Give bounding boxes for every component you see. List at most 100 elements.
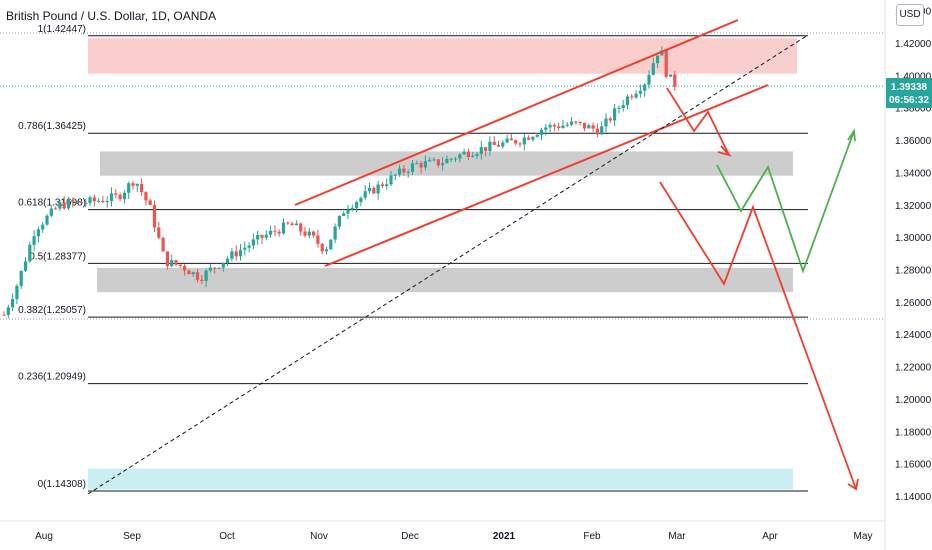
candle-body: [118, 194, 122, 200]
candle: [41, 221, 45, 234]
candle-body: [243, 247, 247, 250]
candle-body: [290, 223, 294, 226]
candle-body: [109, 193, 114, 201]
channel-upper-line: [294, 19, 739, 206]
channel-lower-line: [324, 84, 769, 267]
x-tick-label: Oct: [219, 531, 235, 542]
candle: [148, 198, 152, 206]
candle: [402, 164, 406, 176]
candle-body: [604, 118, 608, 127]
candle: [28, 241, 32, 263]
candle-body: [247, 245, 251, 248]
candle: [557, 122, 561, 131]
bar-countdown: 06:56:32: [889, 95, 929, 106]
candle-body: [634, 93, 638, 98]
y-tick-label: 1.38000: [895, 104, 932, 115]
candle: [350, 204, 354, 212]
candle-body: [436, 159, 440, 166]
candle: [638, 84, 642, 98]
candle-body: [213, 267, 217, 269]
candle: [195, 269, 200, 283]
candle-body: [552, 124, 556, 127]
x-tick-label: May: [854, 531, 873, 542]
candle: [608, 116, 612, 123]
candle-body: [6, 307, 10, 315]
candle-body: [264, 234, 268, 238]
candle-body: [574, 121, 578, 123]
candle-body: [58, 202, 62, 209]
candle-body: [333, 226, 337, 240]
candle-body: [527, 137, 531, 140]
y-tick-label: 1.32000: [895, 201, 932, 212]
projection-near-term: [666, 87, 730, 156]
y-tick-label: 1.42000: [895, 39, 932, 50]
candle-body: [544, 127, 548, 130]
candle-body: [187, 270, 191, 275]
candle: [363, 185, 367, 201]
currency-button[interactable]: USD: [896, 4, 924, 26]
candle: [324, 246, 329, 255]
candle: [484, 147, 488, 157]
candle: [668, 74, 673, 77]
candle: [264, 230, 268, 241]
candle-body: [251, 239, 255, 246]
candle-body: [49, 208, 53, 216]
candle-body: [548, 124, 552, 128]
candle-body: [673, 74, 677, 87]
candle-body: [165, 251, 169, 267]
candle: [144, 191, 148, 206]
candle: [600, 121, 604, 135]
candle: [591, 122, 595, 133]
candle: [552, 123, 556, 132]
candle: [62, 196, 66, 211]
candle-body: [238, 249, 243, 257]
candle: [432, 157, 436, 162]
candle: [178, 264, 182, 269]
candle: [398, 164, 402, 177]
y-tick-label: 1.22000: [895, 363, 932, 374]
candle-body: [226, 258, 230, 263]
candle: [303, 226, 307, 238]
candle-body: [54, 208, 58, 210]
candle: [105, 195, 109, 208]
candle-body: [135, 183, 139, 186]
candle-body: [496, 144, 501, 147]
candle-body: [591, 125, 595, 129]
y-tick-label: 1.20000: [895, 395, 932, 406]
candle-body: [277, 231, 281, 234]
fib-label-0.236: 0.236(1.20949): [18, 372, 86, 383]
y-tick-label: 1.16000: [895, 460, 932, 471]
candle: [234, 245, 238, 261]
candle: [277, 229, 281, 237]
candle-body: [647, 74, 651, 85]
candle: [281, 218, 286, 235]
candle: [19, 270, 23, 290]
candle-body: [260, 234, 264, 238]
candle: [539, 127, 544, 141]
candle: [488, 136, 492, 156]
candle-body: [217, 267, 221, 269]
candle-body: [501, 142, 505, 147]
candle-body: [346, 209, 350, 214]
candle-body: [625, 96, 630, 106]
candle: [617, 105, 621, 114]
candle: [307, 227, 311, 239]
candle: [449, 157, 453, 163]
candle-body: [337, 215, 341, 227]
candle-body: [660, 50, 664, 56]
fib-label-0.5: 0.5(1.28377): [29, 251, 86, 262]
candle-body: [471, 155, 475, 157]
candle: [522, 134, 526, 151]
candle: [140, 178, 144, 196]
candle-body: [170, 260, 174, 267]
candles-layer: [2, 46, 677, 319]
candle: [221, 262, 225, 272]
candle: [531, 135, 535, 142]
candle: [613, 104, 617, 126]
candle-body: [281, 222, 286, 234]
candle: [514, 139, 518, 146]
candle-body: [565, 124, 569, 126]
candle: [109, 187, 114, 207]
candle-body: [320, 243, 324, 252]
